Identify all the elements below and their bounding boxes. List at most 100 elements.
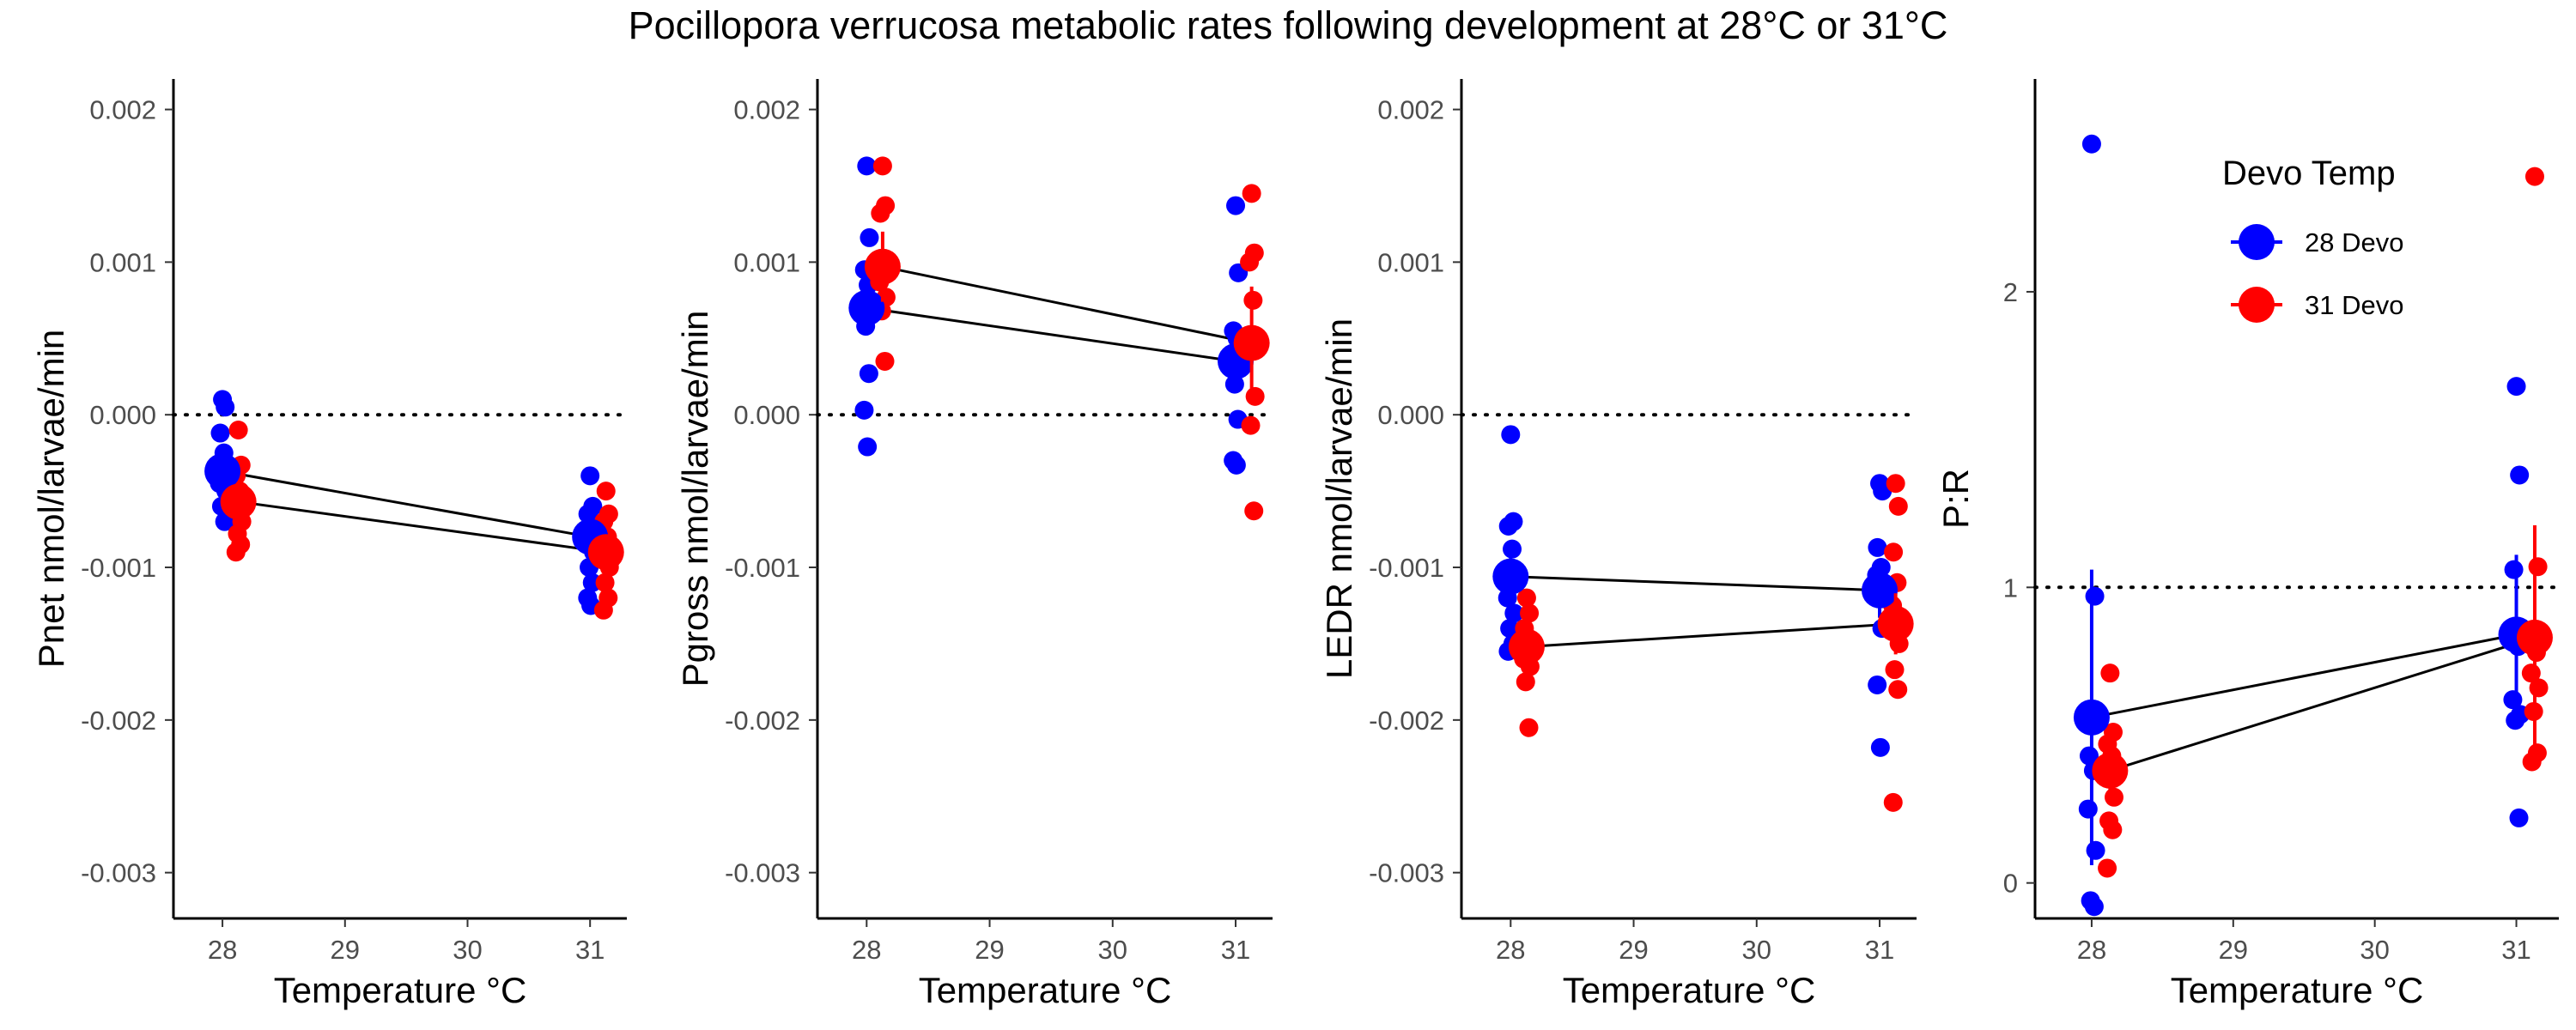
- data-point: [1883, 792, 1903, 812]
- data-point: [1885, 660, 1905, 680]
- mean-connector-line: [882, 265, 1252, 345]
- x-tick-label: 30: [1098, 935, 1127, 965]
- y-tick-label: -0.001: [1369, 553, 1444, 583]
- y-tick-label: 0.001: [1377, 247, 1444, 277]
- mean-point: [848, 289, 885, 326]
- y-tick-label: 0.002: [1377, 95, 1444, 125]
- data-point: [1870, 737, 1890, 757]
- mean-point: [1877, 605, 1914, 642]
- y-tick-label: -0.003: [725, 858, 800, 888]
- x-tick-label: 28: [852, 935, 881, 965]
- data-point: [2528, 557, 2548, 577]
- y-tick-label: -0.002: [725, 706, 800, 736]
- data-point: [1500, 619, 1520, 639]
- mean-point: [864, 248, 901, 285]
- legend-key-point: [2239, 224, 2275, 260]
- chart-title: Pocillopora verrucosa metabolic rates fo…: [628, 3, 1948, 47]
- mean-connector-line: [238, 500, 606, 554]
- y-axis-label: Pnet nmol/larvae/min: [31, 330, 71, 669]
- y-tick-label: 0.001: [733, 247, 800, 277]
- y-tick-label: -0.002: [81, 706, 156, 736]
- data-point: [2522, 752, 2542, 772]
- data-point: [1888, 496, 1908, 516]
- mean-point: [220, 483, 257, 520]
- x-tick-label: 28: [208, 935, 237, 965]
- data-point: [1498, 517, 1518, 536]
- mean-connector-line: [2109, 636, 2536, 772]
- x-tick-label: 29: [2219, 935, 2248, 965]
- y-tick-label: 0.000: [733, 400, 800, 430]
- data-point: [2529, 678, 2549, 698]
- data-point: [1224, 374, 1244, 394]
- data-point: [1868, 537, 1887, 557]
- data-point: [2084, 897, 2104, 917]
- data-point: [854, 400, 874, 420]
- mean-point: [1862, 572, 1899, 609]
- data-point: [860, 227, 879, 247]
- data-point: [2524, 167, 2544, 186]
- mean-connector-line: [1510, 575, 1880, 592]
- mean-connector-line: [866, 306, 1236, 363]
- data-point: [2506, 711, 2525, 730]
- mean-point: [587, 534, 624, 571]
- mean-point: [204, 452, 241, 489]
- y-tick-label: -0.001: [725, 553, 800, 583]
- data-point: [1520, 603, 1540, 623]
- data-point: [580, 466, 600, 486]
- data-point: [2086, 840, 2105, 860]
- data-point: [226, 542, 246, 562]
- y-tick-label: 0.000: [1377, 400, 1444, 430]
- data-point: [1501, 425, 1521, 445]
- x-tick-label: 29: [331, 935, 360, 965]
- y-tick-label: 0.002: [89, 95, 156, 125]
- legend-key-point: [2239, 287, 2275, 323]
- mean-connector-line: [222, 470, 591, 538]
- y-tick-label: -0.002: [1369, 706, 1444, 736]
- data-point: [2100, 663, 2120, 683]
- mean-point: [1233, 324, 1270, 361]
- data-point: [1516, 588, 1536, 608]
- data-point: [1868, 675, 1887, 694]
- x-tick-label: 30: [2360, 935, 2389, 965]
- y-tick-label: -0.003: [81, 858, 156, 888]
- y-tick-label: -0.001: [81, 553, 156, 583]
- data-point: [871, 203, 890, 223]
- x-tick-label: 29: [1619, 935, 1648, 965]
- data-point: [859, 364, 878, 384]
- y-axis-label: P:R: [1935, 469, 1976, 529]
- data-point: [2085, 586, 2105, 606]
- x-tick-label: 30: [453, 935, 482, 965]
- mean-point: [1492, 558, 1529, 595]
- y-tick-label: 0.002: [733, 95, 800, 125]
- y-axis-label: LEDR nmol/larvae/min: [1319, 318, 1359, 679]
- data-point: [2104, 787, 2123, 807]
- data-point: [1240, 252, 1260, 272]
- data-point: [1519, 718, 1539, 737]
- legend-label: 28 Devo: [2305, 227, 2403, 258]
- x-tick-label: 31: [1221, 935, 1250, 965]
- y-axis-label: Pgross nmol/larvae/min: [675, 311, 715, 688]
- mean-point: [1508, 628, 1545, 665]
- data-point: [1504, 603, 1524, 623]
- data-point: [2078, 799, 2098, 819]
- data-point: [2081, 134, 2101, 154]
- y-tick-label: 0.000: [89, 400, 156, 430]
- data-point: [2510, 465, 2530, 485]
- data-point: [1884, 542, 1904, 562]
- legend-title: Devo Temp: [2222, 154, 2396, 192]
- y-tick-label: -0.003: [1369, 858, 1444, 888]
- data-point: [228, 420, 248, 439]
- data-point: [1242, 184, 1261, 203]
- x-axis-label: Temperature °C: [2171, 970, 2424, 1010]
- data-point: [1888, 680, 1908, 700]
- data-point: [2103, 820, 2123, 839]
- data-point: [1226, 196, 1246, 215]
- data-point: [1886, 474, 1905, 494]
- x-tick-label: 31: [575, 935, 605, 965]
- x-tick-label: 31: [2501, 935, 2530, 965]
- x-tick-label: 28: [2077, 935, 2106, 965]
- x-axis-label: Temperature °C: [1563, 970, 1816, 1010]
- y-tick-label: 1: [2003, 573, 2018, 603]
- data-point: [1503, 539, 1522, 559]
